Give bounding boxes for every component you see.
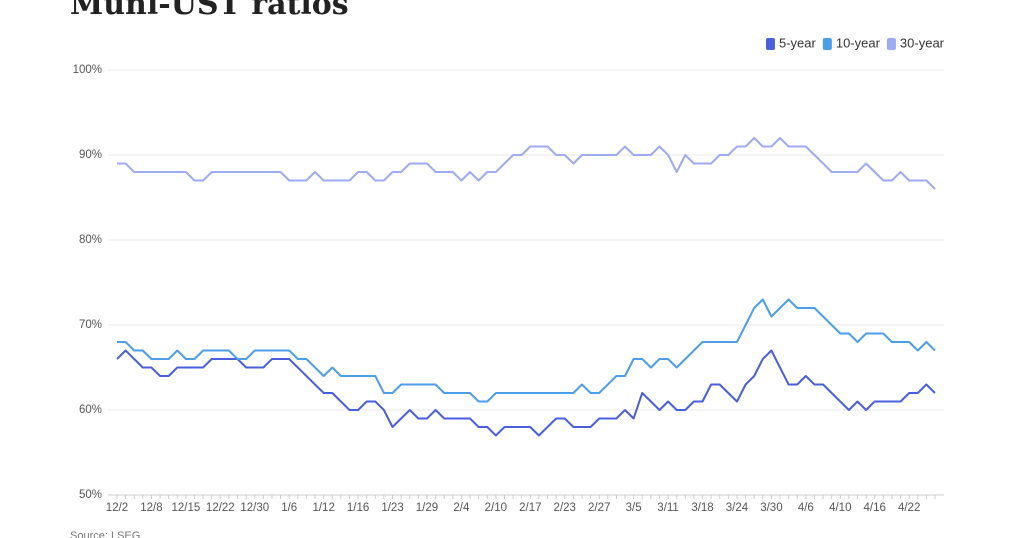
legend-label: 10-year [836,35,881,50]
x-tick-label: 12/30 [240,502,269,514]
x-tick-label: 4/10 [829,502,851,514]
y-tick-label: 100% [73,64,102,76]
legend-label: 30-year [900,35,945,50]
legend-swatch [822,38,832,50]
x-tick-label: 1/29 [416,502,438,514]
legend-swatch [765,38,775,50]
x-tick-label: 1/16 [347,502,369,514]
x-tick-label: 4/16 [864,502,886,514]
x-tick-label: 3/24 [726,502,749,514]
x-tick-label: 2/23 [554,502,576,514]
series-line [116,349,936,437]
legend: 30-year 10-year 5-year [765,35,945,50]
x-tick-label: 3/11 [657,502,679,514]
x-tick-label: 1/23 [381,502,403,514]
x-tick-label: 3/30 [760,502,782,514]
x-tick-label: 3/5 [626,502,642,514]
chart-title: Muni-UST ratios [70,0,349,22]
y-tick-label: 80% [79,234,102,246]
x-tick-label: 1/12 [312,502,334,514]
x-tick-label: 12/8 [140,502,162,514]
y-tick-label: 70% [79,319,102,331]
x-tick-label: 2/10 [485,502,507,514]
x-tick-label: 4/22 [898,502,920,514]
legend-swatch [886,38,896,50]
x-tick-label: 2/17 [519,502,541,514]
series-line [117,298,936,403]
x-tick-label: 2/27 [588,502,610,514]
x-tick-label: 12/22 [206,502,235,514]
y-tick-label: 90% [79,149,102,161]
x-tick-label: 3/18 [691,502,713,514]
x-tick-label: 2/4 [453,502,470,514]
series-line [117,137,936,190]
x-tick-label: 12/15 [171,502,200,514]
x-tick-label: 4/6 [798,502,814,514]
x-tick-label: 1/6 [281,502,297,514]
y-tick-label: 60% [79,404,102,416]
legend-label: 5-year [779,35,817,50]
y-tick-label: 50% [79,489,102,501]
x-tick-label: 12/2 [106,502,128,514]
source-note: Source: LSEG [70,530,140,538]
